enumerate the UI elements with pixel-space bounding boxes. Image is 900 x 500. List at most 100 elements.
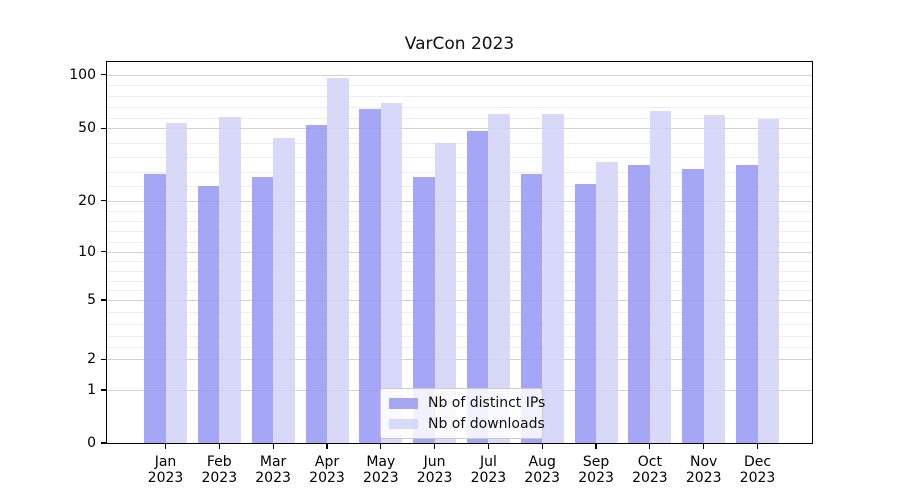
legend-swatch-downloads-icon [389,418,418,429]
x-tick-label-jul-2023: Jul 2023 [470,454,507,486]
gridline-minor [107,280,812,282]
gridline-minor [107,106,812,108]
x-tick-label-mar-2023: Mar 2023 [255,454,291,486]
gridline-minor [107,261,812,263]
y-tick-label-2: 2 [87,351,96,368]
gridline-minor [107,323,812,325]
gridline-major-100 [107,74,812,76]
bar-downloads-oct-2023 [649,111,672,443]
x-tick-label-oct-2023: Oct 2023 [632,454,668,486]
x-tickmark-sep-2023 [595,443,597,449]
y-tick-label-5: 5 [87,292,96,308]
legend-item-downloads: Nb of downloads [389,414,545,435]
bar-downloads-may-2023 [380,102,403,443]
x-tick-label-jun-2023: Jun 2023 [416,454,453,486]
x-tick-label-aug-2023: Aug 2023 [524,454,560,486]
x-tick-label-apr-2023: Apr 2023 [309,454,345,486]
y-tick-label-1: 1 [87,382,96,398]
y-tickmark-0 [101,442,107,444]
plot-area [105,60,814,445]
bar-downloads-sep-2023 [596,162,618,443]
gridline-minor [107,85,812,87]
x-tick-label-nov-2023: Nov 2023 [685,454,722,486]
x-tick-label-dec-2023: Dec 2023 [739,454,776,486]
gridline-major-20 [107,200,812,202]
bar-distinct-ips-jan-2023 [144,174,166,443]
gridline-minor [107,221,812,223]
gridline-minor [107,347,812,349]
bar-distinct-ips-nov-2023 [682,169,704,443]
x-tickmark-mar-2023 [272,443,274,449]
y-tickmark-20 [101,200,107,202]
bar-distinct-ips-dec-2023 [736,164,758,443]
x-tickmark-oct-2023 [649,443,651,449]
gridline-major-50 [107,128,812,130]
x-tick-label-sep-2023: Sep 2023 [578,454,614,486]
bar-downloads-jun-2023 [434,142,457,443]
x-tick-label-may-2023: May 2023 [362,454,399,486]
y-tick-label-20: 20 [78,192,96,209]
gridline-minor [107,210,812,212]
gridline-minor [107,96,812,98]
bar-downloads-nov-2023 [703,115,726,443]
gridline-minor [107,157,812,159]
bar-distinct-ips-apr-2023 [305,125,327,443]
x-tickmark-aug-2023 [541,443,543,449]
gridline-minor [107,271,812,272]
x-tickmark-nov-2023 [703,443,705,449]
bar-distinct-ips-sep-2023 [574,183,597,443]
gridline-major-2 [107,359,812,361]
y-tickmark-10 [101,251,107,253]
x-tickmark-jun-2023 [434,443,436,449]
bar-distinct-ips-jun-2023 [413,176,435,443]
x-tickmark-jan-2023 [164,443,167,449]
bar-downloads-apr-2023 [327,77,349,443]
x-tick-label-feb-2023: Feb 2023 [201,454,238,486]
bar-distinct-ips-jul-2023 [466,130,489,443]
y-tickmark-100 [101,74,107,76]
x-tickmark-jul-2023 [487,443,490,449]
bar-downloads-feb-2023 [219,116,241,443]
bar-downloads-jul-2023 [488,114,510,443]
y-tickmark-50 [101,127,107,129]
bar-distinct-ips-aug-2023 [520,174,543,443]
y-tick-label-100: 100 [69,66,96,83]
bar-distinct-ips-mar-2023 [251,176,274,443]
bar-downloads-dec-2023 [757,118,779,443]
legend: Nb of distinct IPs Nb of downloads [380,388,545,439]
gridline-major-5 [107,300,812,301]
gridline-minor [107,231,812,233]
y-tickmark-5 [101,299,107,301]
bar-distinct-ips-feb-2023 [197,186,220,443]
gridline-minor [107,290,812,292]
gridline-minor [107,241,812,243]
legend-label-distinct-ips: Nb of distinct IPs [428,395,546,412]
y-tick-label-0: 0 [87,435,96,451]
bar-downloads-mar-2023 [273,138,295,443]
gridline-minor [107,142,812,144]
x-tickmark-may-2023 [380,443,382,449]
bar-downloads-jan-2023 [165,122,187,443]
gridline-minor [107,311,812,313]
gridline-minor [107,171,812,173]
legend-item-distinct-ips: Nb of distinct IPs [389,393,545,414]
gridline-minor [107,117,812,119]
y-tick-label-10: 10 [78,243,96,260]
legend-label-downloads: Nb of downloads [428,415,545,432]
bar-downloads-aug-2023 [542,114,564,443]
y-tick-label-50: 50 [78,120,96,137]
bar-distinct-ips-may-2023 [359,109,381,443]
x-tickmark-apr-2023 [326,443,328,449]
x-tickmark-dec-2023 [756,443,759,449]
y-tickmark-2 [101,358,107,360]
legend-swatch-ips-icon [389,398,418,409]
x-tickmark-feb-2023 [218,443,220,449]
gridline-minor [107,335,812,337]
gridline-minor [107,186,812,188]
chart-title: VarCon 2023 [404,34,515,54]
y-tickmark-1 [101,389,107,391]
gridline-major-10 [107,251,812,253]
x-tick-label-jan-2023: Jan 2023 [147,454,184,486]
bar-distinct-ips-oct-2023 [628,164,650,443]
